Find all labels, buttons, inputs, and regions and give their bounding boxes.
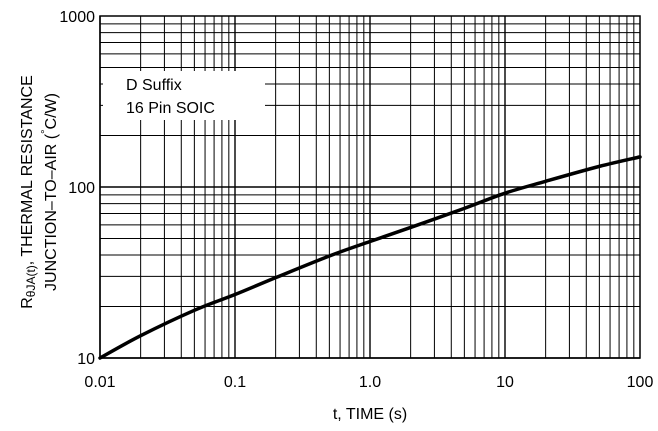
x-tick-label: 0.1 xyxy=(224,374,246,391)
y-axis-title-subscript: θJA(t) xyxy=(24,265,38,297)
annotation-box: D Suffix 16 Pin SOIC xyxy=(103,71,265,120)
y-tick-label: 1000 xyxy=(59,9,95,26)
y-tick-label: 10 xyxy=(77,351,95,368)
x-tick-label: 0.01 xyxy=(84,374,115,391)
y-axis-title-rest: , THERMAL RESISTANCE xyxy=(19,75,36,265)
y-axis-title-symbol: R xyxy=(19,297,36,309)
plot-frame xyxy=(99,15,641,359)
x-tick-label: 1.0 xyxy=(359,374,381,391)
y-axis-title-line-2-post: C/W) xyxy=(43,93,60,129)
x-tick-label: 10 xyxy=(496,374,514,391)
y-tick-labels: 10 100 1000 xyxy=(59,9,95,368)
annotation-line-2: 16 Pin SOIC xyxy=(126,100,215,117)
y-axis-title-line-2: JUNCTION–TO–AIR (°C/W) xyxy=(40,93,60,291)
series-line xyxy=(98,155,642,360)
y-axis-title-degree: ° xyxy=(40,129,52,133)
x-axis-title: t, TIME (s) xyxy=(333,406,407,423)
annotation-line-1: D Suffix xyxy=(126,77,182,94)
x-tick-label: 100 xyxy=(627,374,654,391)
grid xyxy=(99,16,640,359)
y-axis-title-line-1: RθJA(t), THERMAL RESISTANCE xyxy=(19,75,38,309)
y-axis-title-line-2-pre: JUNCTION–TO–AIR ( xyxy=(43,133,60,291)
x-tick-labels: 0.01 0.1 1.0 10 100 xyxy=(84,374,653,391)
y-tick-label: 100 xyxy=(68,180,95,197)
